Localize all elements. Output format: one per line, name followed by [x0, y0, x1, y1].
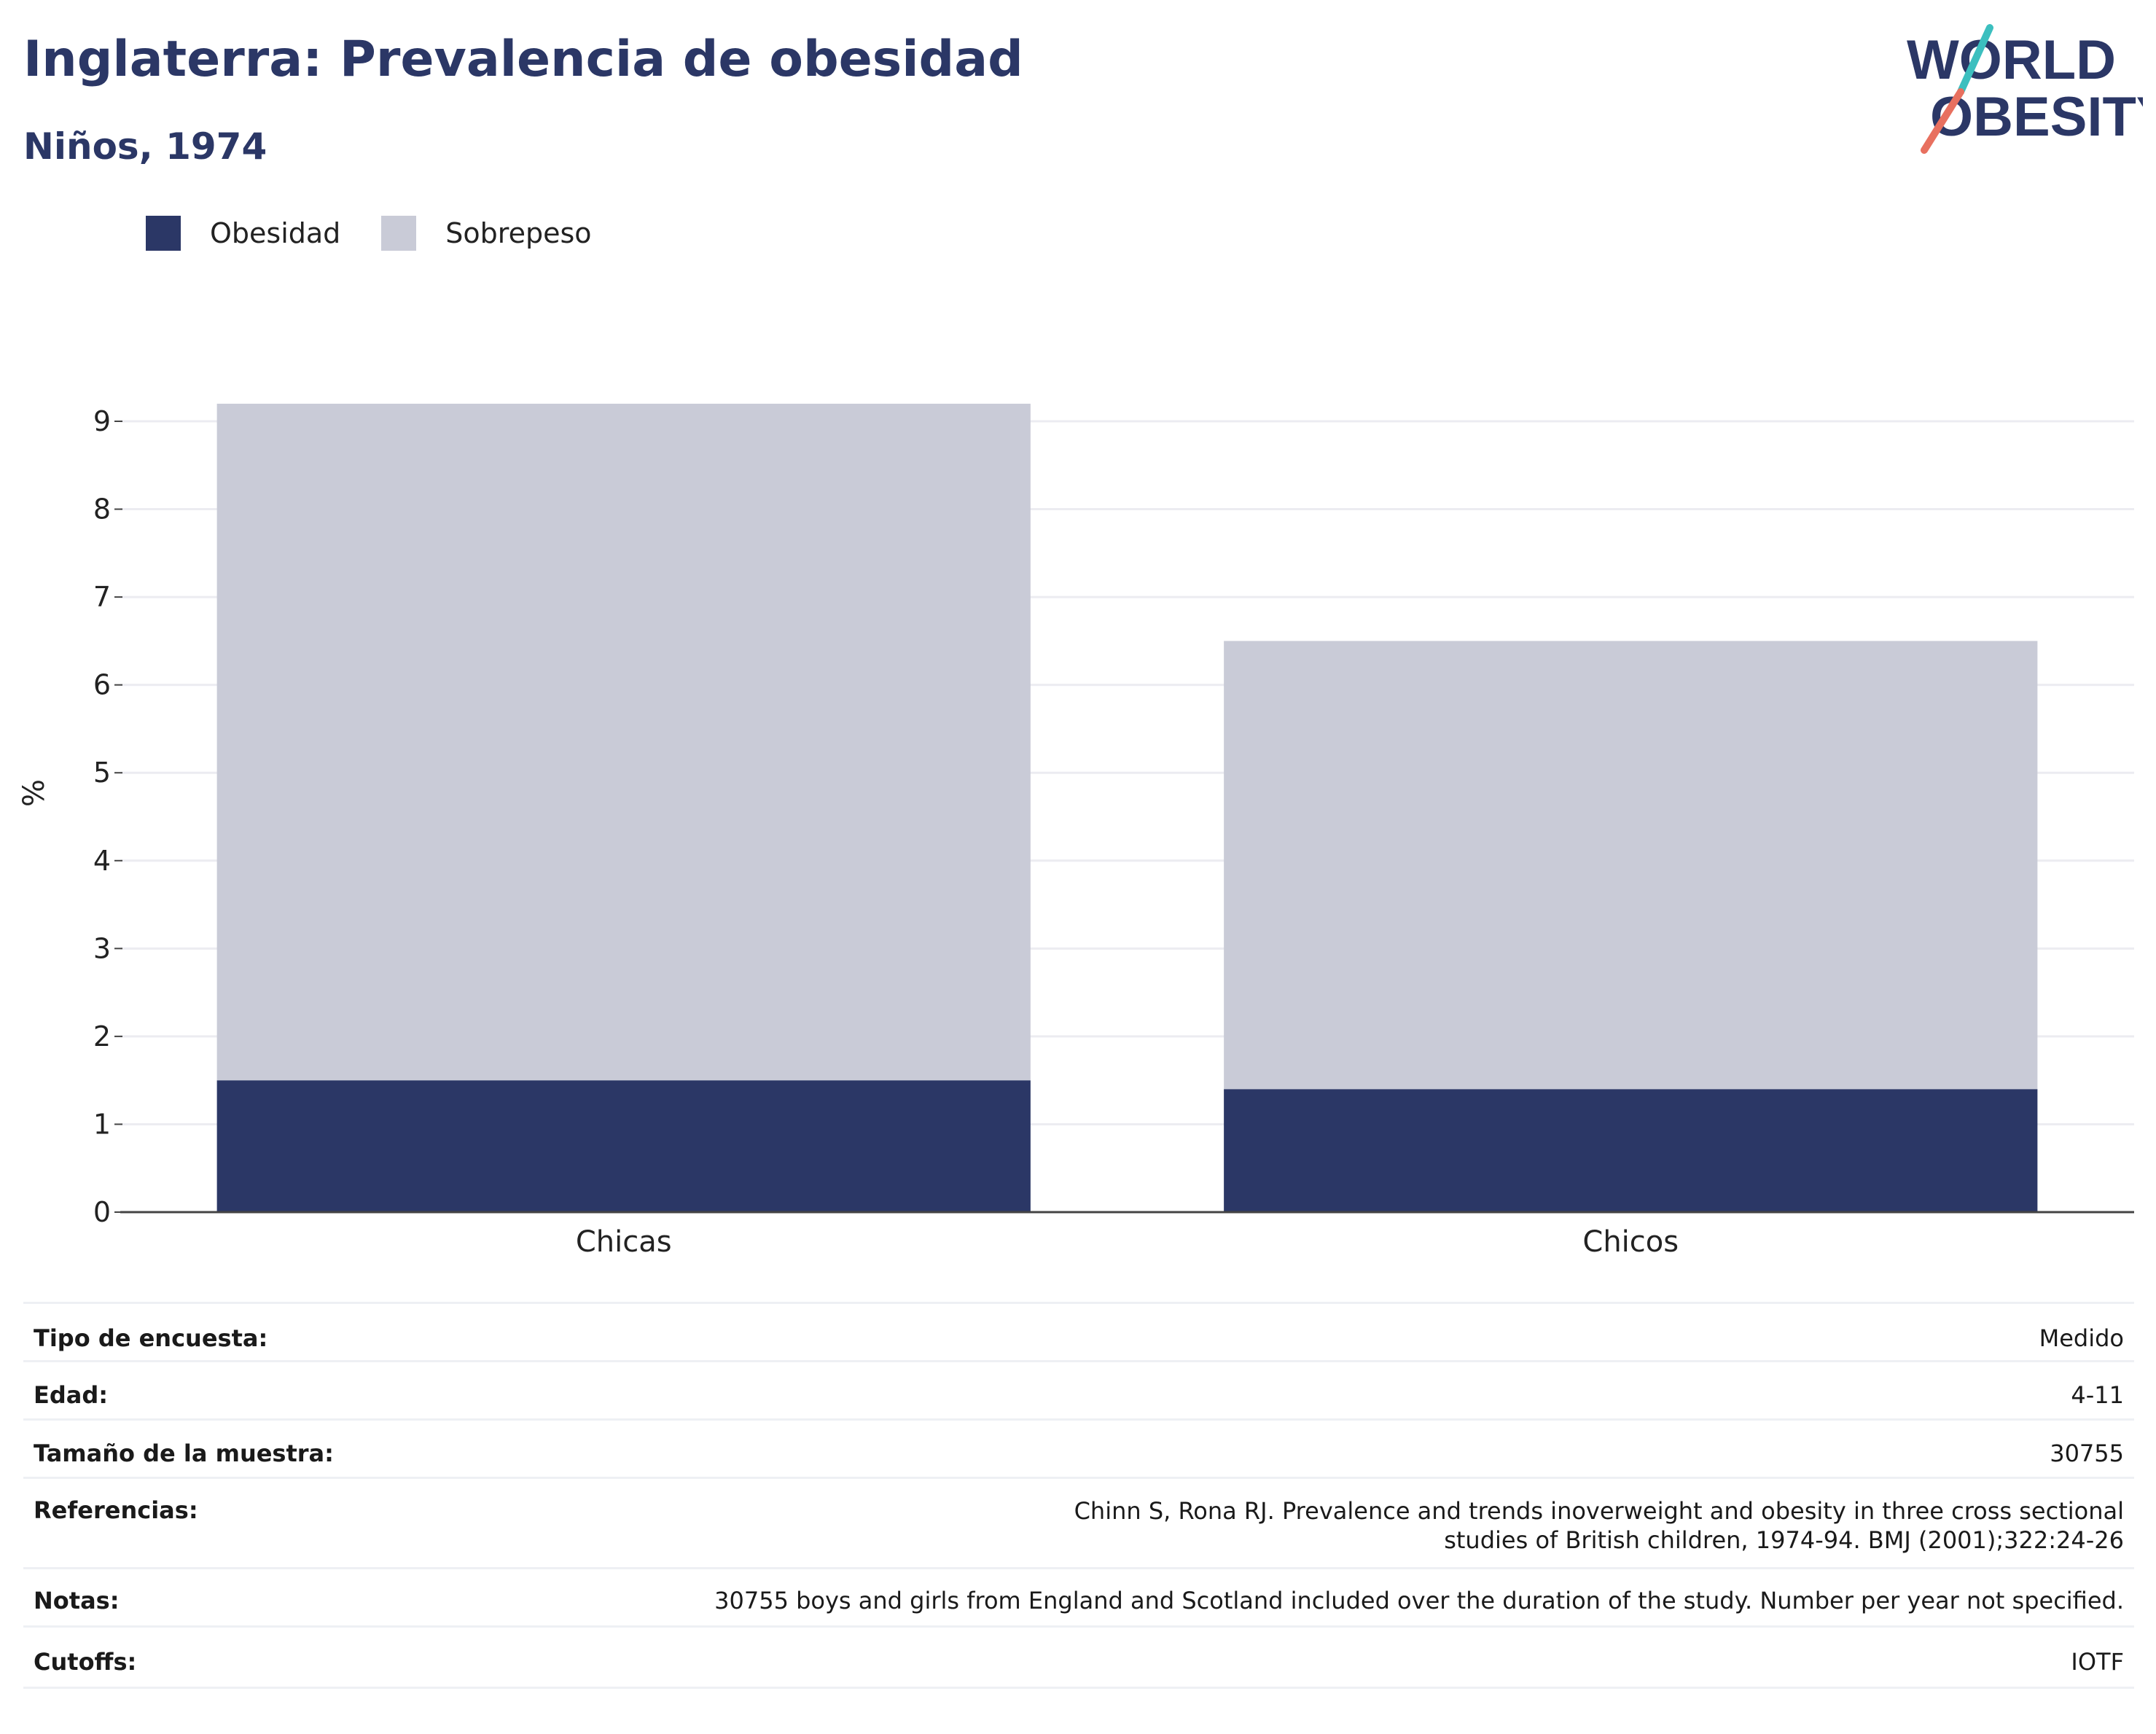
info-row: Notas: 30755 boys and girls from England… — [23, 1567, 2134, 1627]
bar-obesidad-chicos — [1224, 1089, 2038, 1212]
legend: Obesidad Sobrepeso — [146, 216, 633, 251]
world-obesity-logo: WORLD OBESITY — [1907, 24, 2143, 154]
info-row: Cutoffs: IOTF — [23, 1625, 2134, 1689]
info-key: Tipo de encuesta: — [23, 1302, 423, 1362]
legend-label-sobrepeso: Sobrepeso — [445, 217, 592, 249]
x-tick-label: Chicos — [1582, 1225, 1679, 1259]
bar-chart: 0 1 2 3 4 5 6 7 8 9% Chicas Chicos — [17, 403, 2134, 1259]
legend-label-obesidad: Obesidad — [210, 217, 341, 249]
bar-sobrepeso-chicos — [1224, 641, 2038, 1090]
info-key: Referencias: — [23, 1477, 423, 1569]
logo-line2: OBESITY — [1930, 86, 2143, 148]
info-value: 30755 boys and girls from England and Sc… — [423, 1567, 2134, 1627]
y-axis-label: % — [17, 779, 51, 807]
bar-sobrepeso-chicas — [216, 403, 1031, 1081]
info-key: Cutoffs: — [23, 1625, 423, 1689]
legend-item-sobrepeso[interactable]: Sobrepeso — [381, 216, 592, 251]
chart-title: Inglaterra: Prevalencia de obesidad — [23, 31, 1023, 88]
bar-obesidad-chicas — [216, 1080, 1031, 1212]
y-tick-label: 9 — [93, 405, 111, 437]
legend-swatch-sobrepeso — [381, 216, 417, 251]
y-tick-label: 5 — [93, 757, 111, 789]
info-row: Tipo de encuesta: Medido — [23, 1302, 2134, 1362]
logo-line1: WORLD — [1907, 29, 2116, 91]
info-key: Tamaño de la muestra: — [23, 1418, 423, 1478]
x-tick-label: Chicas — [576, 1225, 672, 1259]
info-key: Notas: — [23, 1567, 423, 1627]
legend-item-obesidad[interactable]: Obesidad — [146, 216, 340, 251]
info-row: Referencias: Chinn S, Rona RJ. Prevalenc… — [23, 1477, 2134, 1569]
y-tick-label: 4 — [93, 845, 111, 877]
chart-subtitle: Niños, 1974 — [23, 125, 267, 168]
y-tick-label: 0 — [93, 1196, 111, 1228]
y-tick-label: 7 — [93, 581, 111, 613]
info-value: 30755 — [423, 1418, 2134, 1478]
info-value: Medido — [423, 1302, 2134, 1362]
info-value: Chinn S, Rona RJ. Prevalence and trends … — [423, 1477, 2134, 1569]
y-tick-label: 6 — [93, 669, 111, 701]
info-row: Edad: 4-11 — [23, 1360, 2134, 1420]
info-key: Edad: — [23, 1360, 423, 1420]
y-tick-label: 8 — [93, 493, 111, 526]
y-tick-label: 3 — [93, 932, 111, 964]
legend-swatch-obesidad — [146, 216, 181, 251]
info-value: 4-11 — [423, 1360, 2134, 1420]
info-value: IOTF — [423, 1625, 2134, 1689]
info-row: Tamaño de la muestra: 30755 — [23, 1418, 2134, 1478]
y-tick-label: 2 — [93, 1020, 111, 1052]
survey-info-table: Tipo de encuesta: Medido Edad: 4-11 Tama… — [23, 1302, 2134, 1689]
y-tick-label: 1 — [93, 1108, 111, 1140]
